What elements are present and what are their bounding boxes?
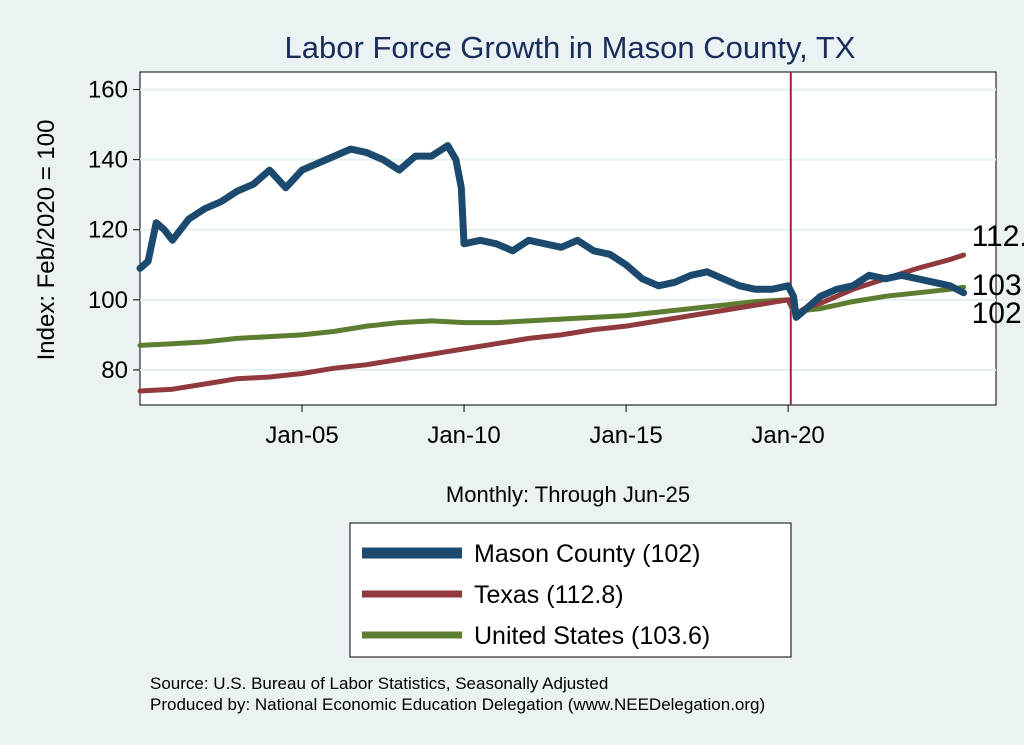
chart-title: Labor Force Growth in Mason County, TX — [285, 30, 856, 65]
end-labels: 103.6 112.8 102.0 — [972, 220, 1024, 330]
end-label-2: 103.6 — [972, 269, 1024, 302]
end-label-1: 112.8 — [972, 220, 1024, 253]
end-label-0: 102.0 — [972, 297, 1024, 330]
plot-area — [139, 71, 997, 406]
x-axis: Jan-05 Jan-10 Jan-15 Jan-20 — [265, 405, 825, 449]
legend: Mason County (102) Texas (112.8) United St… — [349, 522, 792, 658]
legend-label-1: Texas (112.8) — [474, 581, 624, 609]
x-tick-label: Jan-05 — [265, 422, 338, 449]
x-tick-label: Jan-10 — [427, 422, 500, 449]
x-tick-label: Jan-20 — [751, 422, 824, 449]
source-note: Source: U.S. Bureau of Labor Statistics,… — [150, 674, 608, 693]
x-axis-title: Monthly: Through Jun-25 — [446, 482, 690, 507]
y-tick-label: 80 — [101, 357, 128, 384]
legend-label-0: Mason County (102) — [474, 540, 701, 568]
y-axis-title: Index: Feb/2020 = 100 — [33, 120, 60, 361]
y-tick-label: 160 — [88, 77, 128, 104]
x-tick-label: Jan-15 — [589, 422, 662, 449]
series-layer — [136, 142, 968, 394]
y-tick-label: 100 — [88, 287, 128, 314]
y-axis: 80 100 120 140 160 — [88, 77, 140, 384]
series-line-2 — [137, 284, 967, 348]
producer-note: Produced by: National Economic Education… — [150, 695, 765, 714]
y-tick-label: 120 — [88, 217, 128, 244]
series-line-1 — [137, 252, 967, 394]
legend-label-2: United States (103.6) — [474, 622, 710, 650]
series-line-0 — [136, 142, 968, 321]
y-tick-label: 140 — [88, 147, 128, 174]
